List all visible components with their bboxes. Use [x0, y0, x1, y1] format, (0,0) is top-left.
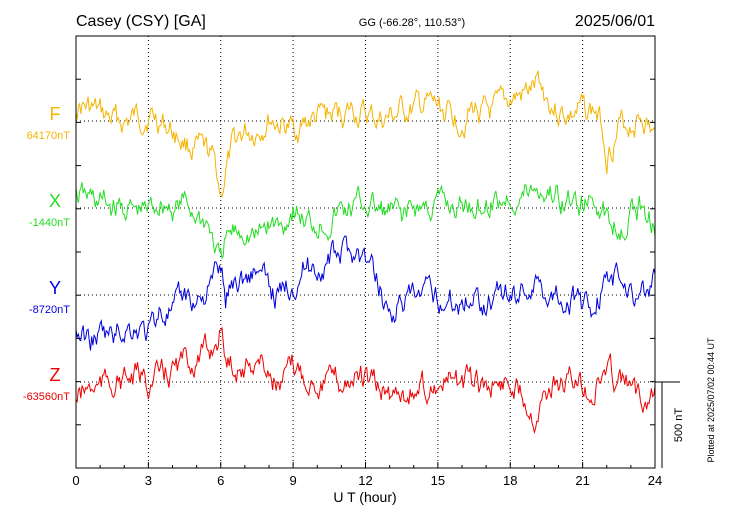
series-line-f: [75, 70, 656, 199]
series-line-y: [75, 235, 656, 351]
x-tick-label: 3: [145, 473, 152, 488]
grid-lines: [76, 36, 655, 468]
series-name-y: Y: [49, 278, 61, 298]
series-baseline-x: -1440nT: [29, 217, 70, 229]
x-tick-label: 24: [648, 473, 662, 488]
x-tick-label: 15: [431, 473, 445, 488]
x-tick-label: 18: [503, 473, 517, 488]
series-layer: [75, 70, 656, 435]
coordinates-label: GG (-66.28°, 110.53°): [359, 17, 465, 29]
series-name-x: X: [49, 191, 61, 211]
x-axis-label: U T (hour): [333, 489, 396, 505]
series-line-z: [75, 326, 656, 435]
x-tick-label: 9: [290, 473, 297, 488]
plotted-timestamp: Plotted at 2025/07/02 00:44 UT: [706, 337, 716, 463]
scale-bar-label: 500 nT: [673, 408, 685, 443]
x-axis: 0 3 6 9 12 15 18 21 24: [72, 35, 662, 488]
series-name-f: F: [50, 104, 61, 124]
x-tick-label: 0: [72, 473, 79, 488]
date-label: 2025/06/01: [575, 13, 655, 30]
series-baseline-y: -8720nT: [29, 304, 70, 316]
x-tick-label: 12: [358, 473, 372, 488]
series-baseline-f: 64170nT: [27, 130, 71, 142]
series-labels: F 64170nT X -1440nT Y -8720nT Z -63560nT: [23, 104, 70, 403]
station-title: Casey (CSY) [GA]: [76, 13, 206, 30]
series-name-z: Z: [50, 365, 61, 385]
x-tick-label: 6: [217, 473, 224, 488]
scale-bar: 500 nT: [655, 381, 685, 468]
x-tick-label: 21: [575, 473, 589, 488]
series-line-x: [75, 182, 656, 260]
series-baseline-z: -63560nT: [23, 391, 70, 403]
